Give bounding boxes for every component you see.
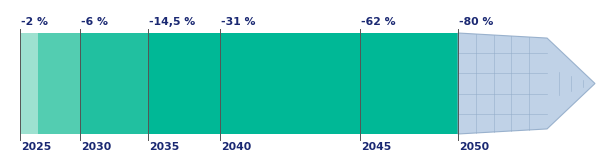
Bar	[20, 33, 80, 134]
Text: -14,5 %: -14,5 %	[149, 17, 195, 27]
Text: 2050: 2050	[459, 142, 489, 152]
Text: 2025: 2025	[21, 142, 51, 152]
Text: 2035: 2035	[149, 142, 179, 152]
Text: -31 %: -31 %	[221, 17, 256, 27]
Bar	[20, 33, 38, 134]
Polygon shape	[458, 33, 595, 134]
Text: -62 %: -62 %	[361, 17, 395, 27]
Text: 2030: 2030	[81, 142, 111, 152]
Text: 2045: 2045	[361, 142, 391, 152]
Text: -6 %: -6 %	[81, 17, 108, 27]
Text: -80 %: -80 %	[459, 17, 493, 27]
Text: -2 %: -2 %	[21, 17, 48, 27]
Text: 2040: 2040	[221, 142, 251, 152]
Bar	[20, 33, 458, 134]
Bar	[20, 33, 148, 134]
